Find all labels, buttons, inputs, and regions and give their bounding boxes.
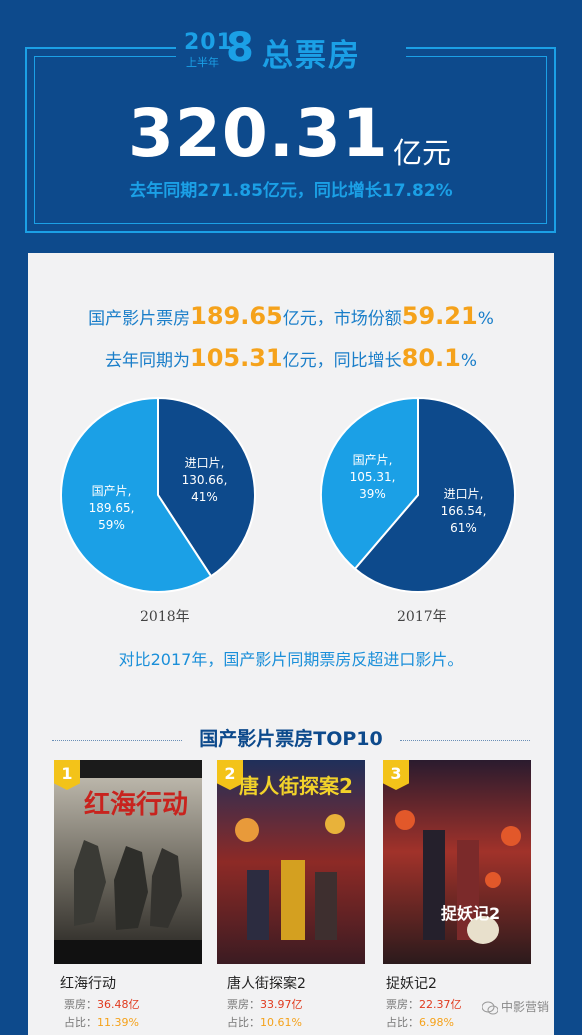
pie-2018-year-label: 2018年 — [140, 609, 190, 625]
share-label-3: 占比： — [386, 1016, 419, 1029]
pie-label-0-0-2: 41% — [191, 490, 218, 504]
pie-slice-1-1 — [320, 396, 419, 571]
box-value-3: 22.37亿 — [419, 998, 462, 1011]
pie-label-1-0-1: 166.54, — [441, 504, 487, 518]
box-value-2: 33.97亿 — [260, 998, 303, 1011]
half-year-label: 上半年 — [186, 56, 219, 69]
movie-share-3: 占比：6.98% — [386, 1014, 454, 1030]
share-label-2: 占比： — [227, 1016, 260, 1029]
poster-1-art — [54, 760, 202, 964]
poster-2-art — [217, 760, 365, 964]
pie-label-0-0-1: 130.66, — [182, 473, 228, 487]
stat2-prefix: 去年同期为 — [105, 351, 190, 371]
domestic-box-value: 189.65 — [190, 302, 283, 330]
title-year-prefix: 201 — [184, 30, 233, 55]
pie-slice-1-0 — [353, 396, 516, 593]
stat1-prefix: 国产影片票房 — [88, 309, 191, 329]
pie-chart-2017: 进口片, 166.54, 61% 国产片, 105.31, 39% — [320, 396, 516, 593]
poster-1-title-art: 红海行动 — [84, 790, 189, 820]
movie-poster-1[interactable]: 1 红海行动 — [54, 760, 202, 964]
stat1-mid: 亿元，市场份额 — [282, 309, 402, 329]
movie-share-1: 占比：11.39% — [64, 1014, 139, 1030]
movie-box-1: 票房：36.48亿 — [64, 996, 140, 1012]
movie-name-2[interactable]: 唐人街探案2 — [227, 976, 306, 992]
pie-label-1-0-2: 61% — [450, 521, 477, 535]
movie-box-2: 票房：33.97亿 — [227, 996, 303, 1012]
poster-3-title-art: 捉妖记2 — [441, 904, 501, 923]
pie-label-1-1-2: 39% — [359, 487, 386, 501]
comparison-note: 对比2017年，国产影片同期票房反超进口影片。 — [118, 650, 464, 669]
title-backdrop — [176, 24, 406, 76]
share-value-1: 11.39% — [97, 1016, 139, 1029]
share-value-3: 6.98% — [419, 1016, 454, 1029]
share-value-2: 10.61% — [260, 1016, 302, 1029]
watermark: 中影营销 — [501, 1000, 550, 1014]
stat2-suffix: % — [460, 351, 477, 371]
pie-label-0-1-1: 189.65, — [89, 501, 135, 515]
poster-2-title-art: 唐人街探案2 — [239, 774, 353, 798]
stat1-suffix: % — [477, 309, 494, 329]
box-label-1: 票房： — [64, 998, 97, 1011]
top10-title: 国产影片票房TOP10 — [199, 728, 383, 750]
growth-value: 80.1 — [401, 344, 461, 372]
pie-slice-0-1 — [60, 396, 213, 593]
title-divider-right — [400, 740, 530, 741]
domestic-growth-line: 去年同期为105.31亿元，同比增长80.1% — [0, 344, 582, 372]
movie-name-1[interactable]: 红海行动 — [60, 976, 116, 992]
poster-3-art — [383, 760, 531, 964]
pie-chart-2018: 进口片, 130.66, 41% 国产片, 189.65, 59% — [60, 396, 256, 593]
title-divider-left — [52, 740, 182, 741]
box-label-2: 票房： — [227, 998, 260, 1011]
rank-badge-3: 3 — [383, 760, 409, 790]
pie-label-0-1-0: 国产片, — [92, 484, 132, 498]
rank-badge-2: 2 — [217, 760, 243, 790]
movie-name-3[interactable]: 捉妖记2 — [386, 976, 437, 992]
box-value-1: 36.48亿 — [97, 998, 140, 1011]
share-label-1: 占比： — [64, 1016, 97, 1029]
wechat-icon — [482, 1001, 498, 1015]
rank-badge-1: 1 — [54, 760, 80, 790]
pie-charts: 进口片, 130.66, 41% 国产片, 189.65, 59% 进口片, 166.54,… — [60, 396, 516, 593]
movie-poster-3[interactable]: 3 捉妖记2 — [383, 760, 531, 964]
movie-box-3: 票房：22.37亿 — [386, 996, 462, 1012]
total-box-office-value: 320.31 — [128, 95, 389, 172]
box-label-3: 票房： — [386, 998, 419, 1011]
title-year-suffix: 8 — [226, 25, 254, 71]
total-box-office-unit: 亿元 — [393, 136, 452, 170]
pie-label-1-1-0: 国产片, — [353, 453, 393, 467]
last-year-value: 105.31 — [190, 344, 283, 372]
yoy-comparison: 去年同期271.85亿元，同比增长17.82% — [129, 181, 453, 201]
pie-label-0-0-0: 进口片, — [185, 456, 225, 470]
stat2-mid: 亿元，同比增长 — [282, 351, 402, 371]
pie-2017-year-label: 2017年 — [397, 609, 447, 625]
pie-label-1-1-1: 105.31, — [350, 470, 396, 484]
movie-share-2: 占比：10.61% — [227, 1014, 302, 1030]
pie-label-1-0-0: 进口片, — [444, 487, 484, 501]
page-title: 总票房 — [262, 38, 361, 74]
pie-label-0-1-2: 59% — [98, 518, 125, 532]
movie-poster-2[interactable]: 2 唐人街探案2 — [217, 760, 365, 964]
market-share-value: 59.21 — [401, 302, 478, 330]
domestic-share-line: 国产影片票房189.65亿元，市场份额59.21% — [0, 302, 582, 330]
